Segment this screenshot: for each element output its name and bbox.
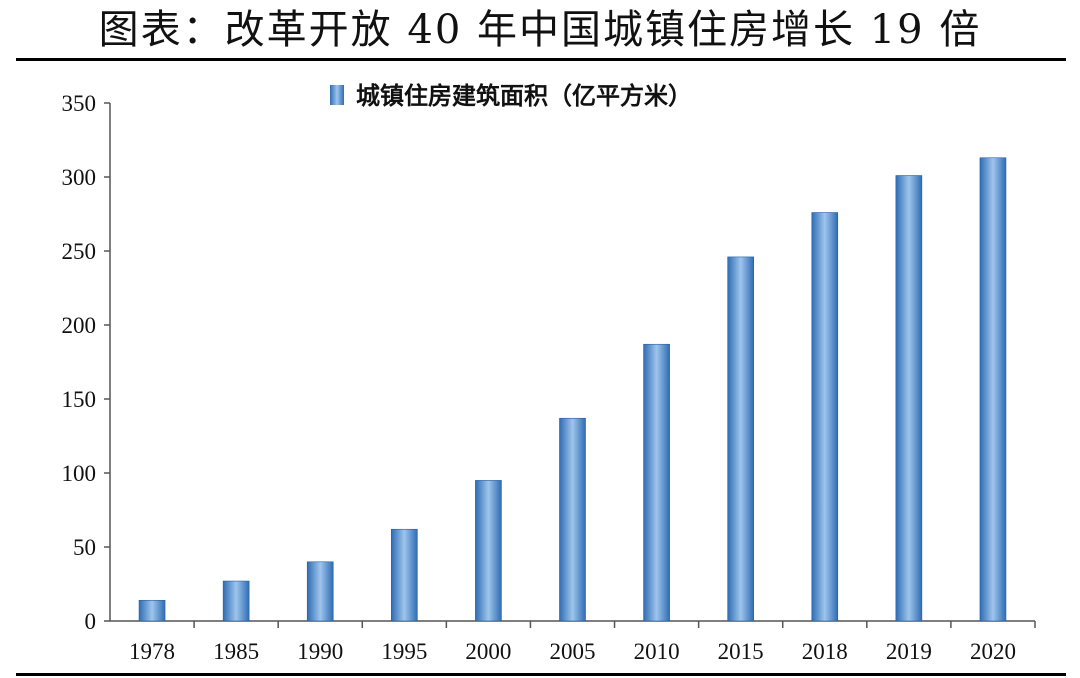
bar-1990 xyxy=(306,561,334,622)
x-tick-label: 2020 xyxy=(970,639,1016,664)
x-tick-label: 1995 xyxy=(381,639,427,664)
bar-2020 xyxy=(979,157,1007,622)
y-tick-label: 350 xyxy=(62,91,97,116)
legend-swatch xyxy=(330,85,344,105)
y-tick-label: 50 xyxy=(73,535,96,560)
x-tick-label: 2018 xyxy=(802,639,848,664)
y-tick-label: 100 xyxy=(62,461,97,486)
bottom-rule xyxy=(16,673,1066,676)
bar-2005 xyxy=(559,417,586,622)
bar-2018 xyxy=(811,212,839,622)
x-tick-label: 2010 xyxy=(634,639,680,664)
x-tick-label: 2005 xyxy=(550,639,596,664)
x-tick-label: 1985 xyxy=(213,639,259,664)
y-tick-label: 0 xyxy=(85,609,97,634)
bar-2019 xyxy=(895,175,923,622)
x-tick-label: 2019 xyxy=(886,639,932,664)
x-tick-label: 2000 xyxy=(465,639,511,664)
x-tick-label: 1978 xyxy=(129,639,175,664)
legend-label: 城镇住房建筑面积（亿平方米） xyxy=(356,82,692,110)
bar-1985 xyxy=(222,580,250,622)
x-tick-label: 1990 xyxy=(297,639,343,664)
chart-title: 图表：改革开放 40 年中国城镇住房增长 19 倍 xyxy=(98,7,982,53)
y-tick-label: 300 xyxy=(62,165,97,190)
y-tick-label: 250 xyxy=(62,239,97,264)
y-tick-label: 150 xyxy=(62,387,97,412)
bar-2000 xyxy=(475,480,502,622)
top-rule xyxy=(16,58,1066,61)
bar-2015 xyxy=(727,256,754,622)
bar-2010 xyxy=(643,343,670,622)
x-tick-label: 2015 xyxy=(718,639,764,664)
y-tick-label: 200 xyxy=(62,313,97,338)
bar-1995 xyxy=(391,528,418,622)
legend: 城镇住房建筑面积（亿平方米） xyxy=(330,82,692,110)
bar-1978 xyxy=(138,599,166,622)
